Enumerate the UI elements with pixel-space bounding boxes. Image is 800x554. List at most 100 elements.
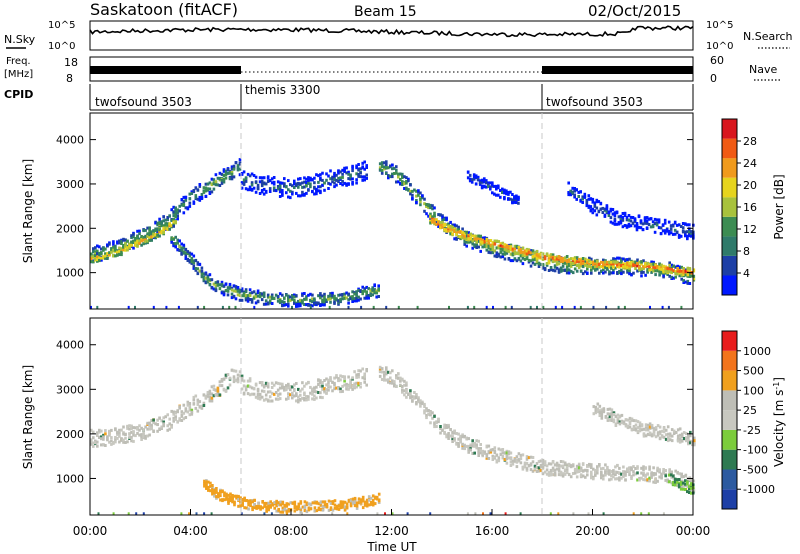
heatmap-cell (192, 402, 196, 406)
heatmap-cell (180, 203, 184, 207)
heatmap-cell (527, 456, 531, 460)
heatmap-cell (405, 383, 408, 387)
heatmap-cell (463, 242, 466, 246)
heatmap-cell (677, 478, 681, 481)
heatmap-cell (291, 305, 293, 309)
heatmap-cell (612, 418, 616, 422)
heatmap-cell (278, 188, 282, 191)
heatmap-cell (416, 305, 419, 309)
heatmap-cell (624, 262, 627, 266)
heatmap-cell (489, 243, 493, 247)
heatmap-cell (688, 487, 691, 491)
heatmap-cell (610, 260, 613, 264)
heatmap-cell (355, 178, 358, 182)
heatmap-cell (214, 393, 218, 397)
heatmap-cell (266, 295, 270, 299)
heatmap-cell (341, 503, 345, 507)
heatmap-cell (680, 305, 683, 309)
heatmap-cell (278, 195, 282, 198)
heatmap-cell (627, 214, 631, 217)
heatmap-cell (628, 422, 632, 426)
heatmap-cell (477, 439, 480, 443)
heatmap-cell (671, 232, 675, 236)
heatmap-cell (291, 190, 294, 194)
heatmap-cell (592, 260, 595, 264)
heatmap-cell (297, 304, 300, 308)
heatmap-cell (268, 190, 272, 193)
heatmap-cell (579, 190, 582, 194)
heatmap-cell (248, 393, 252, 397)
heatmap-cell (293, 182, 296, 186)
heatmap-cell (687, 442, 690, 446)
heatmap-cell (443, 430, 446, 434)
heatmap-cell (244, 290, 248, 293)
heatmap-cell (551, 466, 555, 470)
heatmap-cell (617, 222, 621, 226)
heatmap-cell (196, 261, 200, 265)
heatmap-cell (355, 181, 358, 185)
heatmap-cell (236, 289, 240, 293)
heatmap-cell (238, 161, 242, 165)
heatmap-cell (313, 397, 316, 401)
heatmap-cell (661, 305, 664, 309)
heatmap-cell (473, 451, 476, 455)
heatmap-cell (571, 259, 575, 263)
heatmap-cell (283, 177, 286, 181)
heatmap-cell (509, 451, 513, 455)
heatmap-cell (210, 286, 214, 290)
heatmap-cell (272, 392, 276, 396)
heatmap-cell (98, 245, 101, 249)
heatmap-cell (256, 387, 260, 391)
heatmap-cell (497, 254, 501, 258)
heatmap-cell (375, 291, 378, 295)
heatmap-cell (421, 196, 424, 200)
heatmap-cell (174, 210, 177, 214)
heatmap-cell (593, 209, 597, 213)
heatmap-cell (311, 304, 314, 308)
heatmap-cell (614, 473, 617, 476)
heatmap-cell (142, 435, 145, 439)
heatmap-cell (678, 274, 681, 278)
heatmap-cell (690, 478, 694, 482)
colorbar-cell (722, 469, 737, 490)
heatmap-cell (309, 178, 312, 182)
heatmap-cell (487, 451, 491, 455)
heatmap-cell (214, 287, 218, 291)
heatmap-cell (162, 424, 165, 428)
heatmap-cell (178, 204, 181, 208)
heatmap-cell (180, 252, 183, 256)
heatmap-cell (565, 255, 569, 259)
heatmap-cell (264, 182, 268, 186)
heatmap-cell (116, 431, 119, 435)
heatmap-cell (411, 193, 414, 197)
heatmap-cell (299, 298, 302, 302)
heatmap-cell (547, 269, 551, 272)
heatmap-cell (329, 292, 332, 296)
heatmap-cell (575, 464, 579, 468)
heatmap-cell (592, 412, 596, 416)
heatmap-cell (170, 236, 173, 240)
heatmap-cell (545, 468, 549, 472)
heatmap-cell (363, 372, 366, 376)
heatmap-cell (664, 266, 667, 270)
nave-right-tick-top: 60 (710, 54, 724, 67)
heatmap-cell (341, 505, 345, 509)
heatmap-cell (431, 220, 434, 224)
heatmap-cell (614, 470, 617, 474)
heatmap-cell (433, 425, 436, 429)
heatmap-cell (333, 506, 337, 510)
heatmap-cell (353, 500, 357, 504)
heatmap-cell (218, 184, 222, 187)
heatmap-cell (493, 449, 497, 453)
heatmap-cell (114, 254, 117, 258)
heatmap-cell (367, 503, 371, 507)
heatmap-cell (588, 462, 591, 466)
heatmap-cell (437, 220, 440, 224)
heatmap-cell (365, 176, 368, 180)
heatmap-cell (621, 225, 625, 229)
heatmap-cell (543, 460, 547, 464)
heatmap-cell (451, 227, 454, 231)
heatmap-cell (657, 220, 661, 224)
heatmap-cell (664, 474, 667, 478)
heatmap-cell (134, 426, 137, 430)
